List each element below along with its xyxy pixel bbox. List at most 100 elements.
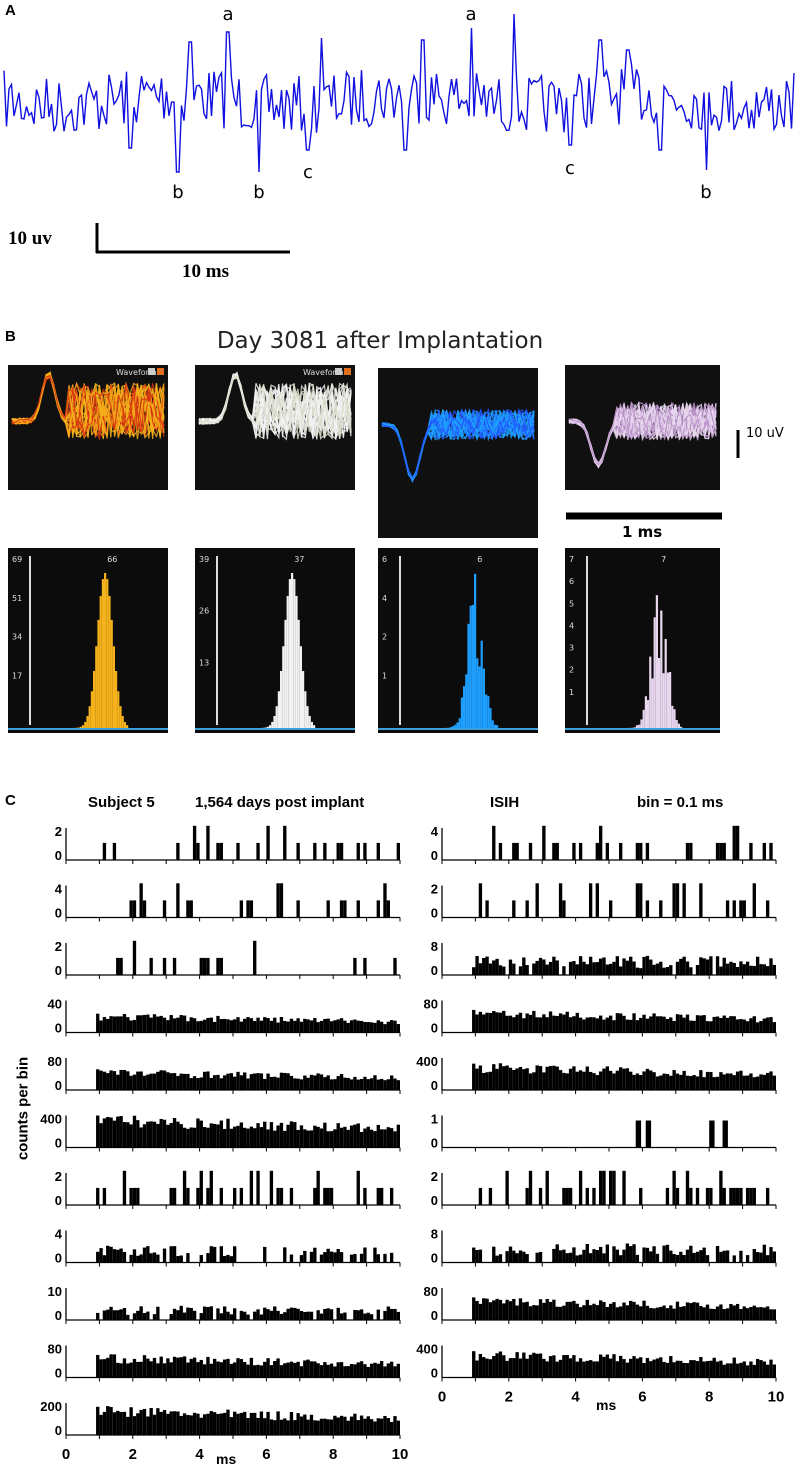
x-tick-label: 8 (329, 1446, 337, 1463)
histogram-tick-label: 1 (382, 671, 387, 680)
isih-bar (296, 1413, 300, 1435)
isih-bar (602, 1019, 606, 1033)
isih-bar (552, 1015, 556, 1033)
tile-control-icon[interactable] (335, 368, 342, 375)
waveform-tag: Waveform (303, 368, 344, 377)
isih-bar (639, 1357, 643, 1378)
tile-close-icon[interactable] (344, 368, 351, 375)
isih-bar (625, 1305, 630, 1320)
isih-bar (472, 1009, 476, 1033)
isih-bar (555, 1015, 559, 1033)
isih-bar (349, 1079, 354, 1090)
isih-bar (132, 1115, 137, 1148)
isih-bar (649, 959, 653, 975)
isih-bar (545, 1170, 549, 1205)
isih-bar (376, 1124, 380, 1148)
isih-bar (739, 961, 743, 975)
isih-bar (212, 1358, 217, 1378)
isih-bar (619, 1306, 623, 1320)
isih-bar (642, 1363, 646, 1378)
isih-bar (219, 1362, 223, 1378)
isih-bar (119, 957, 123, 975)
histogram-tick-label: 7 (569, 555, 574, 564)
isih-bar (96, 1406, 100, 1435)
isih-bar (256, 1364, 260, 1378)
isih-bar (166, 1413, 170, 1435)
histogram-bar (478, 666, 481, 728)
isih-bar (765, 1306, 770, 1320)
isih-bar (316, 1310, 320, 1320)
isih-bar (652, 964, 656, 975)
isih-bar (333, 1366, 337, 1378)
isih-bar (293, 1420, 297, 1435)
row-y-tick-label-max: 400 (416, 1054, 438, 1069)
isih-bar (692, 1075, 696, 1090)
isih-bar (719, 966, 723, 975)
isih-bar (588, 1360, 593, 1378)
tile-control-icon[interactable] (148, 368, 155, 375)
isih-bar (769, 958, 773, 975)
isih-bar (159, 1411, 163, 1435)
isih-bar (645, 1305, 650, 1320)
isih-bar (132, 940, 137, 975)
isih-bar (542, 1358, 546, 1378)
isih-bar (732, 1255, 736, 1263)
histogram-bar (299, 646, 302, 728)
isih-bar (515, 842, 519, 860)
isih-bar (179, 1305, 183, 1320)
isih-bar (139, 1361, 143, 1378)
isih-bar (692, 1252, 696, 1263)
isih-bar (712, 1357, 716, 1378)
isih-bar (152, 1414, 157, 1435)
isih-bar (172, 1018, 177, 1033)
isih-bar (182, 1015, 187, 1033)
isih-bar (578, 956, 583, 975)
tile-close-icon[interactable] (157, 368, 164, 375)
isih-bar (162, 1248, 167, 1263)
isih-bar (525, 900, 529, 918)
isih-bar (126, 1122, 130, 1148)
isih-bar (276, 1125, 280, 1148)
isih-bar (702, 1247, 706, 1263)
panel-b: B Day 3081 after Implantation Waveform 69… (0, 320, 800, 750)
histogram-tick-label: 4 (382, 594, 387, 603)
isih-bar (478, 1353, 483, 1378)
isih-bar (316, 1363, 320, 1378)
isih-bar (102, 1310, 107, 1320)
isih-bar (139, 1071, 143, 1090)
isih-bar (196, 1362, 200, 1378)
isih-bar (562, 1305, 566, 1320)
isih-bar (485, 1298, 489, 1320)
isih-bar (702, 1015, 706, 1033)
isih-bar (116, 1074, 120, 1090)
isih-bar (296, 1308, 300, 1320)
isih-bar (349, 1020, 354, 1033)
isih-bar (562, 1249, 566, 1263)
x-tick-label: 6 (262, 1446, 270, 1463)
isih-bar (749, 1018, 753, 1033)
isih-bar (256, 1073, 260, 1090)
isih-bar (389, 1252, 394, 1263)
histogram-bar (640, 719, 643, 728)
histogram-bar (79, 726, 82, 728)
isih-bar (682, 1254, 686, 1263)
isih-bar (226, 1311, 230, 1320)
isih-bar (619, 842, 623, 860)
isih-bar (472, 967, 476, 975)
isih-bar (299, 1021, 304, 1033)
isih-bar (109, 1246, 113, 1263)
isih-bar (132, 900, 137, 918)
isih-bar (635, 967, 640, 975)
histogram-bar (487, 695, 490, 728)
row-y-tick-label-0: 0 (55, 963, 62, 978)
isih-bar (259, 1020, 264, 1033)
isih-bar (739, 1070, 743, 1090)
isih-bar (575, 1361, 579, 1378)
isih-bar (725, 1363, 730, 1378)
isih-bar (186, 1187, 190, 1205)
isih-bar (269, 1122, 274, 1148)
isih-bar (306, 1311, 310, 1320)
isih-bar (762, 1361, 766, 1378)
isih-bar (182, 1413, 187, 1435)
isih-bar (189, 1127, 193, 1148)
